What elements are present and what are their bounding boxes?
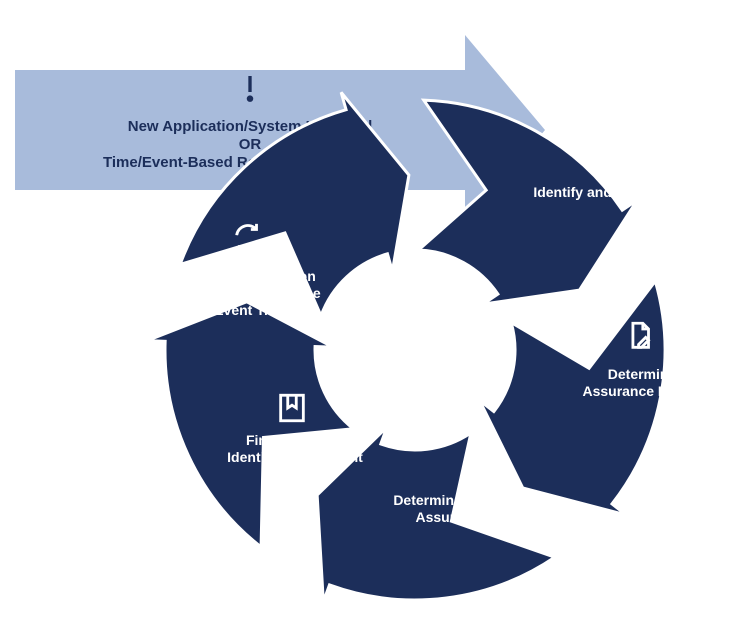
cycle-arrows	[0, 0, 749, 618]
diagram-canvas: { "type": "circular-process-flow", "canv…	[0, 0, 749, 618]
seg3-label: Determine Steps to Meet Assurance Levels	[380, 492, 570, 526]
refresh-icon	[228, 218, 268, 258]
magnifier-icon	[592, 128, 632, 168]
document-pencil-icon	[620, 316, 660, 356]
seg4-label: Finalize Digital Identity Assessment Sta…	[220, 432, 370, 482]
bookmark-book-icon	[272, 388, 312, 428]
checkbox-icon	[460, 442, 500, 482]
seg2-label: Determine Assurance Levels	[572, 366, 712, 400]
seg5-label: Reassess Based on Agency-defined Time or…	[175, 268, 325, 318]
seg1-label: Identify and Collect Data	[530, 184, 700, 201]
